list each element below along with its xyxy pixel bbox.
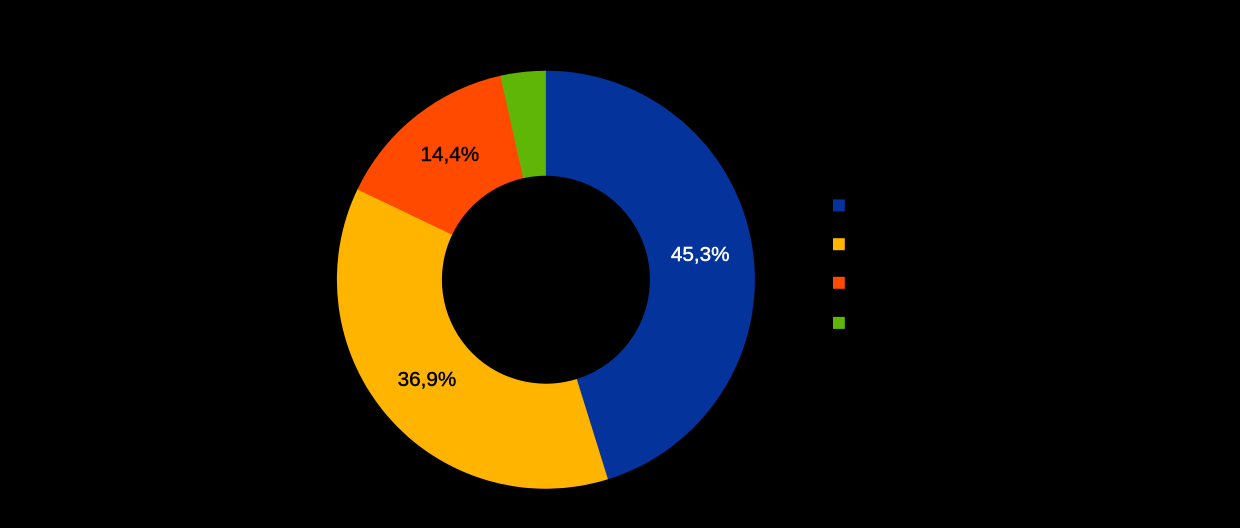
svg-text:14,4%: 14,4% [420, 143, 479, 166]
svg-text:45,3%: 45,3% [671, 243, 730, 266]
svg-text:36,9%: 36,9% [398, 368, 457, 391]
